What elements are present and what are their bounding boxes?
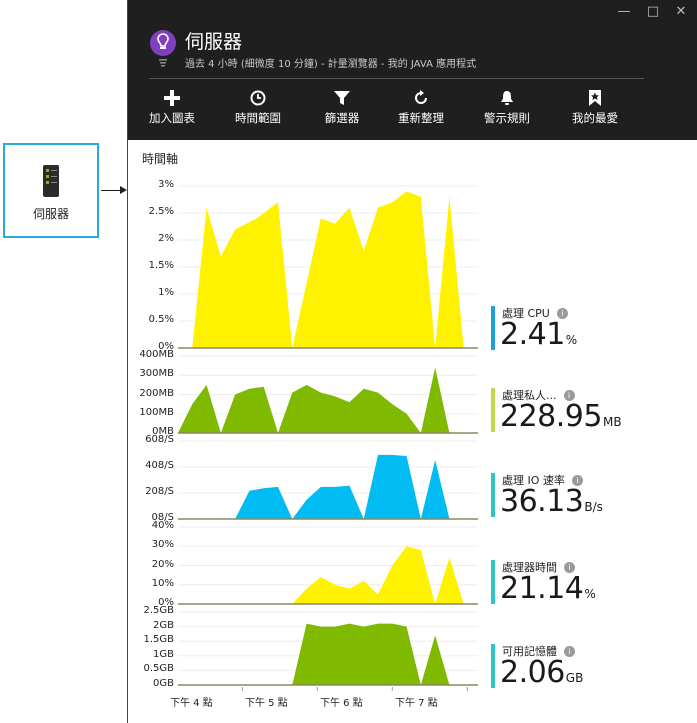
y-tick-label: 2%: [158, 233, 174, 244]
filter-icon: [307, 88, 377, 108]
y-tick-label: 608/S: [145, 434, 174, 445]
refresh-label: 重新整理: [398, 111, 444, 125]
metric-value: 2.41: [500, 317, 565, 352]
refresh-icon: [386, 88, 456, 108]
area-series: [178, 367, 478, 433]
alert-rules-button[interactable]: 警示規則: [472, 88, 542, 126]
y-tick-label: 1GB: [153, 648, 174, 660]
info-icon[interactable]: i: [564, 562, 575, 573]
y-tick-label: 0%: [158, 597, 174, 608]
clock-icon: [223, 88, 293, 108]
y-tick-label: 0%: [158, 341, 174, 352]
favorites-button[interactable]: 我的最愛: [560, 88, 630, 126]
blade-title: 伺服器: [185, 31, 243, 53]
y-tick-label: 200MB: [139, 387, 174, 399]
x-tick-label: 下午 6 點: [320, 698, 363, 709]
y-tick-label: 1%: [158, 287, 174, 298]
y-tick-label: 20%: [151, 558, 174, 570]
metric-value: 228.95: [500, 399, 602, 434]
y-tick-label: 30%: [151, 539, 174, 551]
filter-label: 篩選器: [324, 111, 360, 125]
bell-icon: [472, 88, 542, 108]
area-series: [178, 623, 478, 685]
area-series: [178, 191, 478, 348]
y-tick-label: 208/S: [145, 486, 174, 497]
info-icon[interactable]: i: [556, 308, 568, 319]
bookmark-icon: [560, 88, 630, 108]
x-tick-label: 下午 4 點: [170, 698, 213, 709]
y-tick-label: 0.5GB: [143, 663, 174, 675]
y-tick-label: 0MB: [152, 426, 174, 437]
server-tile[interactable]: 伺服器: [3, 143, 99, 238]
y-tick-label: 400MB: [139, 349, 174, 360]
info-icon[interactable]: i: [564, 646, 575, 657]
timeline-title: 時間軸: [142, 152, 179, 166]
metric-name: 處理器時間: [502, 561, 557, 574]
info-icon[interactable]: i: [571, 475, 583, 486]
alert-rules-label: 警示規則: [484, 111, 530, 125]
y-tick-label: 0.5%: [148, 314, 174, 325]
metric-color-bar: [491, 473, 495, 517]
metric-unit: %: [565, 333, 578, 347]
connector-arrow: [101, 190, 121, 191]
y-tick-label: 1.5GB: [143, 634, 174, 646]
metric-value: 36.13: [500, 484, 584, 519]
y-tick-label: 3%: [158, 179, 174, 190]
blade-header: — □ ✕ 伺服器 過去 4 小時 (細微度 10 分鐘) - 計量瀏覽器 - …: [128, 0, 697, 140]
metric-color-bar: [491, 388, 495, 432]
y-tick-label: 300MB: [139, 368, 174, 380]
y-tick-label: 2.5GB: [143, 605, 174, 616]
y-tick-label: 10%: [151, 577, 174, 589]
y-tick-label: 40%: [151, 520, 174, 531]
metric-unit: GB: [565, 671, 584, 685]
metric-unit: MB: [602, 415, 622, 429]
y-tick-label: 100MB: [139, 406, 174, 418]
y-tick-label: 1.5%: [148, 260, 174, 271]
time-range-button[interactable]: 時間範圍: [223, 88, 293, 126]
y-tick-label: 408/S: [145, 460, 174, 471]
y-tick-label: 2.5%: [148, 206, 174, 217]
favorites-label: 我的最愛: [572, 111, 618, 125]
area-series: [178, 454, 478, 519]
add-chart-label: 加入圖表: [149, 111, 195, 125]
y-tick-label: 08/S: [151, 512, 174, 523]
maximize-button[interactable]: □: [646, 4, 660, 19]
tile-label: 伺服器: [32, 207, 69, 221]
timeline-charts: [178, 185, 478, 691]
y-tick-label: 0GB: [153, 678, 174, 689]
header-divider: [149, 78, 644, 79]
minimize-button[interactable]: —: [617, 4, 631, 19]
filter-button[interactable]: 篩選器: [307, 88, 377, 126]
close-button[interactable]: ✕: [675, 4, 687, 19]
connector-arrow-head: [120, 186, 127, 194]
metric-color-bar: [491, 560, 495, 604]
metric-color-bar: [491, 644, 495, 688]
metric-value: 2.06: [500, 655, 565, 690]
metric-color-bar: [491, 306, 495, 350]
metric-value: 21.14: [500, 571, 584, 606]
metric-name: 處理 CPU: [502, 307, 550, 320]
blade-subtitle: 過去 4 小時 (細微度 10 分鐘) - 計量瀏覽器 - 我的 JAVA 應用…: [185, 59, 477, 70]
server-icon: [43, 165, 59, 197]
area-series: [178, 546, 478, 604]
metric-unit: B/s: [584, 500, 603, 514]
lightbulb-icon: [150, 30, 176, 67]
metric-unit: %: [584, 587, 596, 601]
add-chart-button[interactable]: 加入圖表: [137, 88, 207, 126]
plus-icon: [137, 88, 207, 108]
info-icon[interactable]: i: [563, 390, 575, 401]
metric-name: 處理 IO 速率: [502, 474, 565, 487]
refresh-button[interactable]: 重新整理: [386, 88, 456, 126]
time-range-label: 時間範圍: [235, 111, 281, 125]
metric-name: 處理私人...: [502, 389, 557, 402]
x-tick-label: 下午 5 點: [245, 698, 288, 709]
y-tick-label: 2GB: [153, 619, 174, 631]
metric-name: 可用記憶體: [502, 645, 557, 658]
servers-blade: — □ ✕ 伺服器 過去 4 小時 (細微度 10 分鐘) - 計量瀏覽器 - …: [127, 0, 697, 723]
x-tick-label: 下午 7 點: [395, 698, 438, 709]
